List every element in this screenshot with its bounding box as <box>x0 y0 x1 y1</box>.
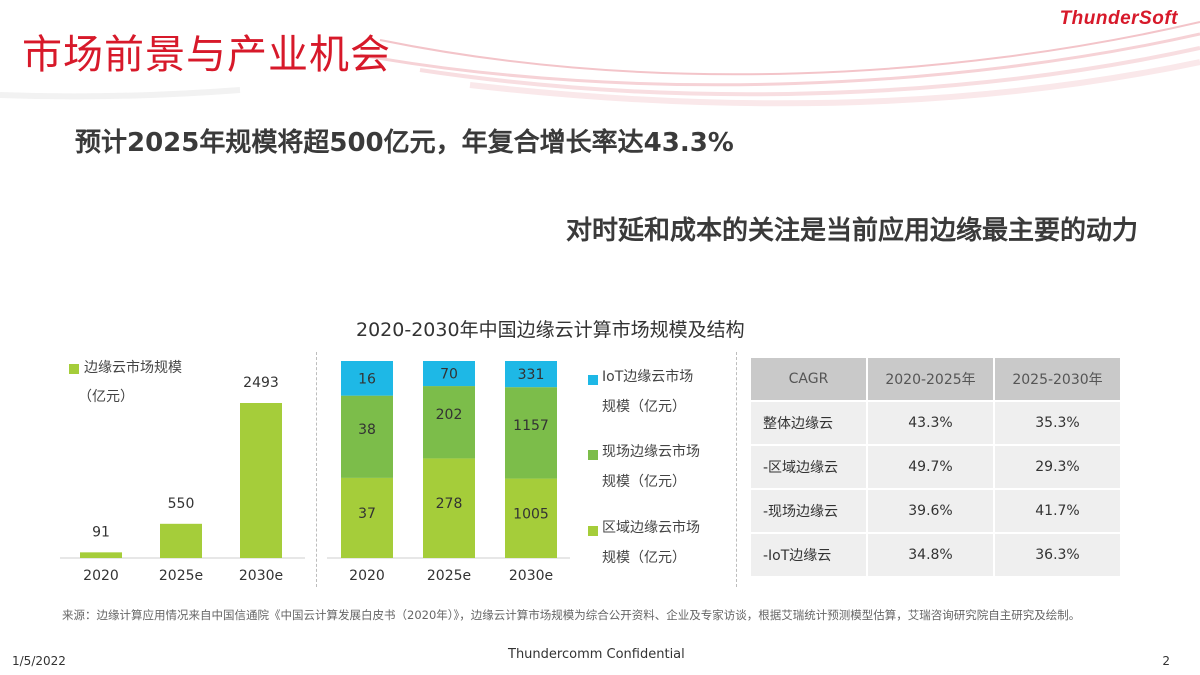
cagr-header-cell: 2025-2030年 <box>995 358 1120 400</box>
structure-stacked-bar-chart: 37 38 16 2020 278 202 70 2025e 1005 1157 331 2030e <box>327 361 570 584</box>
cagr-row-label: -IoT边缘云 <box>751 534 866 576</box>
data-label: 16 <box>358 371 376 387</box>
data-label: 91 <box>92 524 110 540</box>
data-label: 2493 <box>243 375 279 391</box>
legend-label-total-line2: （亿元） <box>78 389 134 405</box>
legend-swatch-onsite <box>588 450 598 460</box>
data-label: 1157 <box>513 418 549 434</box>
bar-total-2025e <box>160 523 202 558</box>
bar-regional-2020 <box>341 477 393 558</box>
bar-total-2030e <box>240 403 282 558</box>
data-label: 331 <box>518 367 545 383</box>
bar-regional-2030e <box>505 478 557 558</box>
x-tick-label: 2030e <box>509 568 553 584</box>
cagr-header-cell: CAGR <box>751 358 866 400</box>
bar-total-2020 <box>80 552 122 558</box>
total-market-bar-chart: 91 2020 550 2025e 2493 2030e <box>60 375 305 584</box>
cagr-row-label: -现场边缘云 <box>751 490 866 532</box>
data-label: 38 <box>358 422 376 438</box>
legend-label-iot-line1: IoT边缘云市场 <box>602 369 694 385</box>
cagr-cell: 34.8% <box>868 534 993 576</box>
chart-title: 2020-2030年中国边缘云计算市场规模及结构 <box>356 319 745 341</box>
thundersoft-logo: ThunderSoft <box>1059 8 1178 29</box>
page-title: 市场前景与产业机会 <box>22 32 391 78</box>
footer-date: 1/5/2022 <box>12 654 66 668</box>
cagr-cell: 39.6% <box>868 490 993 532</box>
table-row: -现场边缘云 39.6% 41.7% <box>751 490 1120 532</box>
cagr-row-label: 整体边缘云 <box>751 402 866 444</box>
legend-label-regional-line2: 规模（亿元） <box>602 550 686 566</box>
table-row: -IoT边缘云 34.8% 36.3% <box>751 534 1120 576</box>
x-tick-label: 2020 <box>349 568 385 584</box>
footer-confidential: Thundercomm Confidential <box>508 647 685 662</box>
x-tick-label: 2025e <box>159 568 203 584</box>
data-label: 202 <box>436 407 463 423</box>
cagr-cell: 35.3% <box>995 402 1120 444</box>
source-note: 来源：边缘计算应用情况来自中国信通院《中国云计算发展白皮书（2020年）》，边缘… <box>62 608 1081 622</box>
cagr-cell: 36.3% <box>995 534 1120 576</box>
x-tick-label: 2025e <box>427 568 471 584</box>
page-number: 2 <box>1162 654 1170 668</box>
data-label: 1005 <box>513 506 549 522</box>
legend-swatch-iot <box>588 375 598 385</box>
chart-divider-1 <box>316 352 317 587</box>
table-row: 整体边缘云 43.3% 35.3% <box>751 402 1120 444</box>
bar-onsite-2020 <box>341 395 393 478</box>
data-label: 278 <box>436 496 463 512</box>
bar-iot-2025e <box>423 361 475 387</box>
cagr-header-cell: 2020-2025年 <box>868 358 993 400</box>
cagr-table-header-row: CAGR 2020-2025年 2025-2030年 <box>751 358 1120 400</box>
data-label: 37 <box>358 506 376 522</box>
legend-label-iot-line2: 规模（亿元） <box>602 399 686 415</box>
x-tick-label: 2030e <box>239 568 283 584</box>
legend-swatch-regional <box>588 526 598 536</box>
bar-iot-2030e <box>505 361 557 388</box>
data-label: 70 <box>440 367 458 383</box>
bar-onsite-2025e <box>423 386 475 459</box>
bar-regional-2025e <box>423 458 475 558</box>
cagr-cell: 41.7% <box>995 490 1120 532</box>
table-row: -区域边缘云 49.7% 29.3% <box>751 446 1120 488</box>
cagr-row-label: -区域边缘云 <box>751 446 866 488</box>
structure-legend: IoT边缘云市场 规模（亿元） 现场边缘云市场 规模（亿元） 区域边缘云市场 规… <box>585 362 725 577</box>
cagr-cell: 43.3% <box>868 402 993 444</box>
cagr-table: CAGR 2020-2025年 2025-2030年 整体边缘云 43.3% 3… <box>749 356 1122 578</box>
bar-iot-2020 <box>341 361 393 396</box>
data-label: 550 <box>168 496 195 512</box>
legend-label-regional-line1: 区域边缘云市场 <box>602 520 700 536</box>
x-tick-label: 2020 <box>83 568 119 584</box>
legend-label-total-line1: 边缘云市场规模 <box>84 360 182 376</box>
headline-forecast: 预计2025年规模将超500亿元，年复合增长率达43.3% <box>75 128 734 158</box>
header-swoosh-decoration <box>0 21 1200 107</box>
chart-divider-2 <box>736 352 737 587</box>
legend-label-onsite-line1: 现场边缘云市场 <box>602 444 700 460</box>
legend-swatch-total <box>69 364 79 374</box>
cagr-cell: 29.3% <box>995 446 1120 488</box>
headline-drivers: 对时延和成本的关注是当前应用边缘最主要的动力 <box>565 216 1138 246</box>
legend-label-onsite-line2: 规模（亿元） <box>602 474 686 490</box>
cagr-cell: 49.7% <box>868 446 993 488</box>
bar-onsite-2030e <box>505 387 557 479</box>
